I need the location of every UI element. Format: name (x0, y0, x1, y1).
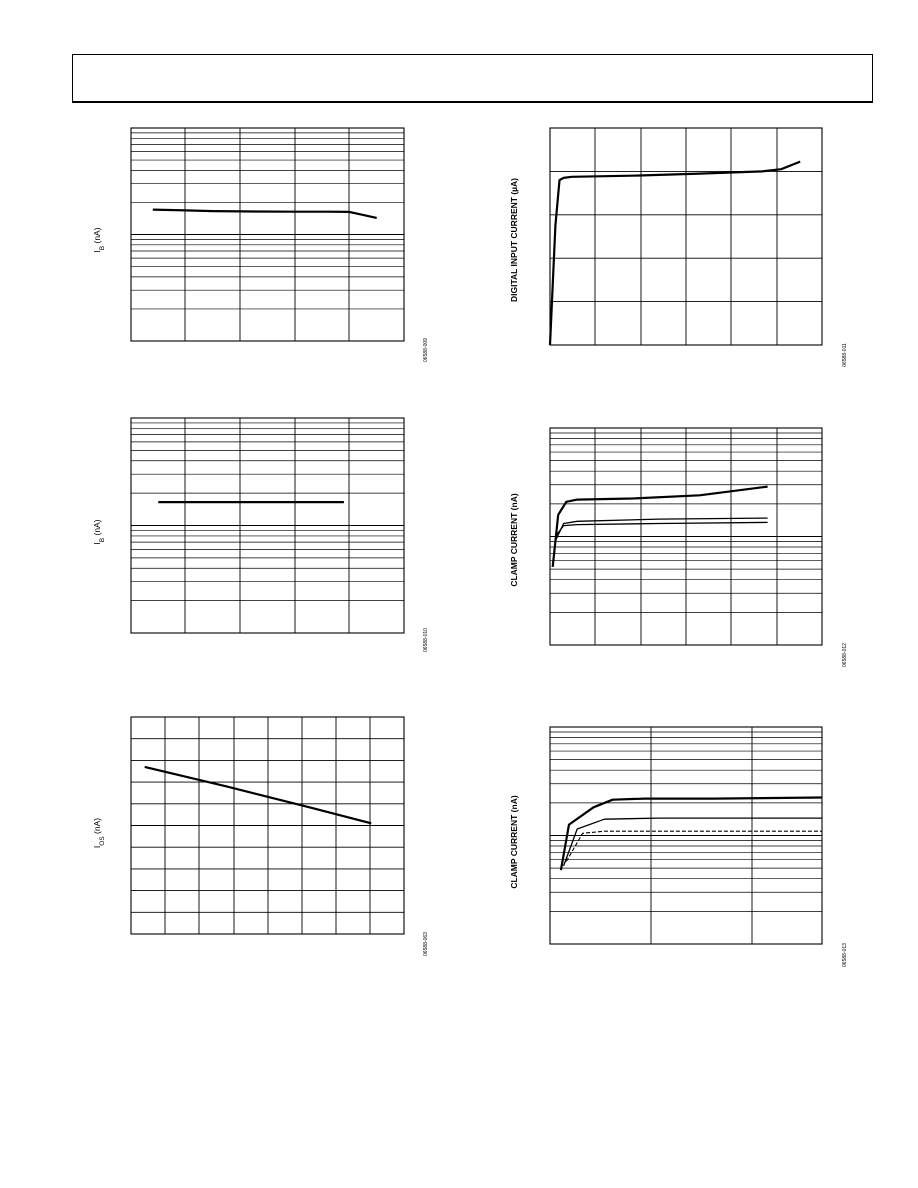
y-axis-label-main: I (92, 542, 102, 544)
series-line-1 (562, 817, 822, 867)
figure-id-label: 06588-012 (842, 643, 848, 667)
series-line-0 (559, 796, 823, 871)
y-axis-label-unit: (nA) (92, 227, 102, 246)
y-axis-label-main: CLAMP CURRENT (nA) (509, 795, 519, 889)
series-line-0 (548, 160, 801, 346)
y-axis-label-main: CLAMP CURRENT (nA) (509, 493, 519, 587)
chart-ios: IOS (nA) 06588-063 (92, 716, 429, 956)
y-axis-label-sub: OS (99, 836, 106, 846)
figure-id-label: 06588-011 (842, 343, 848, 367)
series-line-2 (554, 521, 768, 537)
series-line-2 (565, 830, 822, 862)
y-axis-label: IOS (nA) (92, 818, 106, 848)
series-line-0 (152, 208, 377, 219)
y-axis-label-main: I (92, 250, 102, 252)
chart-digital-input: DIGITAL INPUT CURRENT (µA) 06588-011 (509, 127, 848, 367)
figure-id-label: 06588-063 (423, 932, 429, 956)
y-axis-label-unit: (nA) (92, 818, 102, 837)
y-axis-label-main: I (92, 846, 102, 848)
figure-id-label: 06588-009 (423, 338, 429, 362)
series-line-0 (144, 765, 372, 825)
chart-ib-b: IB (nA) 06588-010 (92, 417, 429, 652)
figure-id-label: 06588-010 (423, 628, 429, 652)
series-line-0 (551, 485, 768, 568)
y-axis-label: CLAMP CURRENT (nA) (509, 795, 519, 889)
y-axis-label-unit: (nA) (92, 519, 102, 538)
y-axis-label: DIGITAL INPUT CURRENT (µA) (509, 178, 519, 302)
chart-clamp-a: CLAMP CURRENT (nA) 06588-012 (509, 427, 848, 667)
chart-ib-a: IB (nA) 06588-009 (92, 127, 429, 362)
figure-id-label: 06588-013 (842, 943, 848, 967)
chart-clamp-b: CLAMP CURRENT (nA) 06588-013 (509, 726, 848, 967)
y-axis-label: CLAMP CURRENT (nA) (509, 493, 519, 587)
y-axis-label-main: DIGITAL INPUT CURRENT (µA) (509, 178, 519, 302)
page-header-box (72, 54, 873, 103)
y-axis-label-sub: B (99, 538, 106, 542)
y-axis-label: IB (nA) (92, 519, 106, 544)
y-axis-label: IB (nA) (92, 227, 106, 252)
y-axis-label-sub: B (99, 246, 106, 250)
